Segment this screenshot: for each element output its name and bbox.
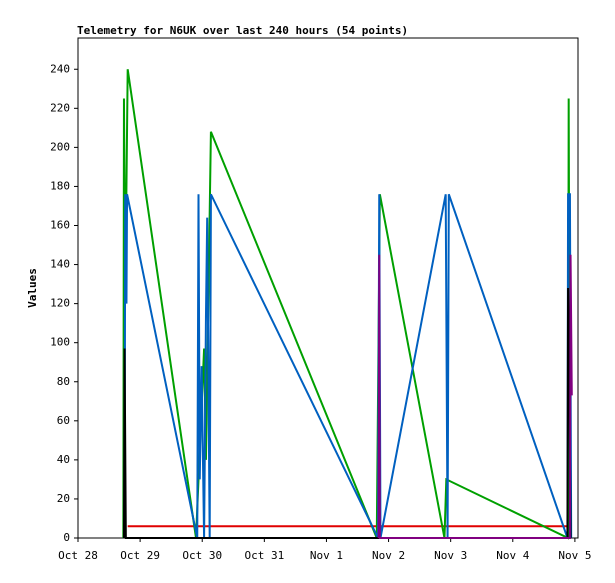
x-tick-label: Nov 1 <box>310 549 343 562</box>
y-tick-label: 20 <box>57 492 70 505</box>
y-tick-label: 200 <box>50 140 70 153</box>
x-tick-label: Nov 4 <box>496 549 529 562</box>
plot-frame <box>77 37 579 539</box>
x-tick-label: Oct 30 <box>182 549 222 562</box>
y-tick-label: 60 <box>57 414 70 427</box>
x-tick-label: Oct 29 <box>120 549 160 562</box>
y-tick-label: 220 <box>50 101 70 114</box>
y-tick-label: 160 <box>50 219 70 232</box>
series-line <box>123 193 573 539</box>
y-tick-label: 80 <box>57 375 70 388</box>
y-axis-label: Values <box>26 268 39 308</box>
x-tick-label: Oct 28 <box>58 549 98 562</box>
x-tick-label: Nov 5 <box>558 549 591 562</box>
series-line <box>377 254 573 539</box>
y-tick-label: 0 <box>63 531 70 544</box>
y-tick-label: 180 <box>50 179 70 192</box>
y-tick-label: 140 <box>50 258 70 271</box>
y-tick-label: 120 <box>50 297 70 310</box>
chart-title: Telemetry for N6UK over last 240 hours (… <box>77 24 408 37</box>
series-line <box>122 69 571 540</box>
x-tick-label: Oct 31 <box>244 549 284 562</box>
x-tick-label: Nov 3 <box>434 549 467 562</box>
y-tick-label: 240 <box>50 62 70 75</box>
x-tick-label: Nov 2 <box>372 549 405 562</box>
y-tick-label: 40 <box>57 453 70 466</box>
y-tick-label: 100 <box>50 336 70 349</box>
